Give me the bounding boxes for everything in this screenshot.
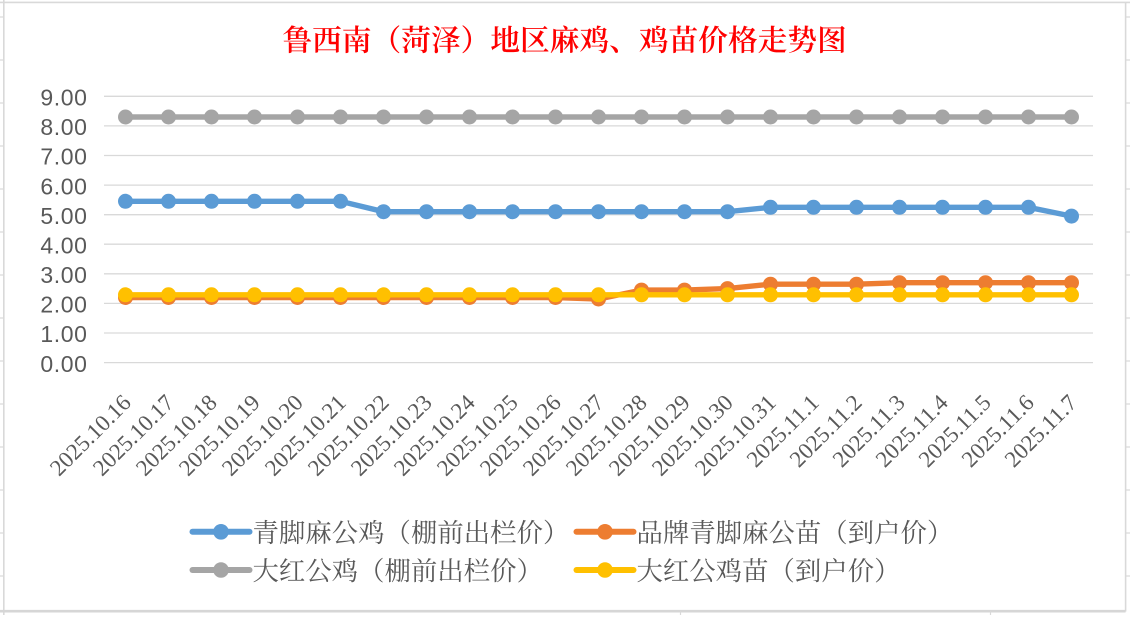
svg-text:1.00: 1.00 [40, 321, 87, 347]
svg-text:2.00: 2.00 [40, 292, 87, 318]
svg-text:5.00: 5.00 [40, 203, 87, 229]
svg-text:7.00: 7.00 [40, 144, 87, 170]
svg-text:8.00: 8.00 [40, 114, 87, 140]
svg-text:4.00: 4.00 [40, 232, 87, 258]
svg-text:3.00: 3.00 [40, 262, 87, 288]
svg-text:9.00: 9.00 [40, 85, 87, 111]
svg-text:0.00: 0.00 [40, 351, 87, 377]
svg-text:6.00: 6.00 [40, 173, 87, 199]
